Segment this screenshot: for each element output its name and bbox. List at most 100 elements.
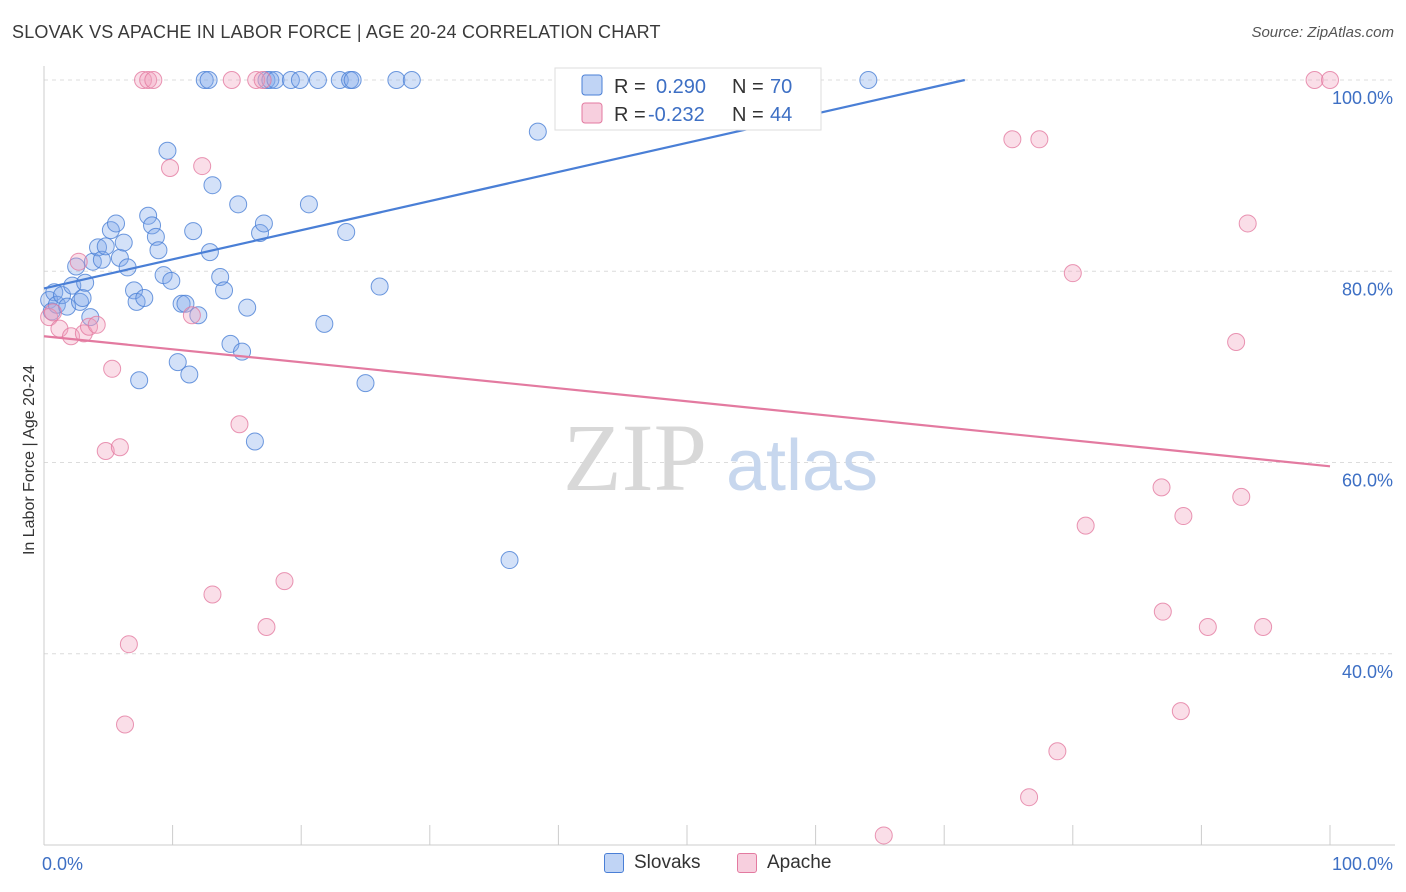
slovaks-point-30 <box>158 141 177 160</box>
slovaks-point-45 <box>229 195 248 214</box>
series-apache-points <box>40 71 1339 845</box>
apache-point-16 <box>161 158 180 177</box>
apache-point-23 <box>253 71 272 89</box>
legend-r-label-1: R = <box>614 76 646 98</box>
slovaks-point-53 <box>266 71 285 89</box>
slovaks-trend-line <box>43 78 966 290</box>
apache-point-18 <box>193 157 212 176</box>
slovaks-point-43 <box>215 281 234 300</box>
apache-point-27 <box>1003 130 1022 149</box>
apache-point-9 <box>103 359 122 378</box>
apache-point-14 <box>139 71 158 89</box>
chart-title: SLOVAK VS APACHE IN LABOR FORCE | AGE 20… <box>12 22 661 42</box>
apache-point-38 <box>1227 333 1246 352</box>
apache-point-1 <box>44 303 63 322</box>
apache-point-24 <box>257 617 276 636</box>
apache-point-35 <box>1171 702 1190 721</box>
slovaks-point-69 <box>859 71 878 89</box>
apache-point-7 <box>87 315 106 334</box>
legend-n-value-1: 70 <box>770 76 792 98</box>
legend-r-value-1: 0.290 <box>656 76 706 98</box>
slovaks-point-52 <box>261 71 280 89</box>
slovaks-point-28 <box>149 241 168 260</box>
legend-n-label-2: N = <box>732 104 764 126</box>
grid-lines <box>44 79 1395 655</box>
slovaks-point-47 <box>238 298 257 317</box>
slovaks-point-18 <box>110 248 129 267</box>
slovaks-point-21 <box>125 281 144 300</box>
apache-point-42 <box>1305 71 1324 89</box>
apache-point-28 <box>1020 788 1039 807</box>
slovaks-point-59 <box>330 71 349 89</box>
correlation-legend: R = 0.290 N = 70 R = -0.232 N = 44 <box>554 67 822 131</box>
slovaks-point-63 <box>356 374 375 393</box>
slovaks-point-35 <box>180 365 199 384</box>
slovaks-point-24 <box>135 289 154 308</box>
slovaks-point-50 <box>254 214 273 233</box>
slovaks-point-48 <box>245 432 264 451</box>
legend-r-value-2: -0.232 <box>648 104 705 126</box>
slovaks-point-57 <box>308 71 327 89</box>
slovaks-point-58 <box>315 314 334 333</box>
slovaks-point-15 <box>96 237 115 256</box>
apache-trend-line <box>43 335 1331 468</box>
slovaks-point-23 <box>130 371 149 390</box>
apache-point-43 <box>1321 71 1339 89</box>
apache-point-40 <box>1238 214 1257 233</box>
series-slovaks-points <box>40 71 878 570</box>
slovaks-point-12 <box>83 252 102 271</box>
x-tick-label-1: 100.0% <box>1332 854 1393 874</box>
slovaks-point-36 <box>184 222 203 241</box>
slovaks-point-60 <box>337 223 356 242</box>
apache-point-4 <box>69 252 88 271</box>
series-legend-label-apache: Apache <box>767 852 832 873</box>
apache-point-41 <box>1254 617 1273 636</box>
apache-point-36 <box>1174 507 1193 526</box>
slovaks-point-27 <box>146 227 165 246</box>
slovaks-point-14 <box>92 250 111 269</box>
apache-point-32 <box>1076 516 1095 535</box>
apache-point-21 <box>230 415 249 434</box>
slovaks-point-55 <box>290 71 309 89</box>
slovaks-point-19 <box>114 233 133 252</box>
apache-point-30 <box>1048 742 1067 761</box>
legend-r-label-2: R = <box>614 104 646 126</box>
slovaks-point-7 <box>67 257 86 276</box>
legend-swatch-apache <box>581 102 603 124</box>
apache-point-19 <box>203 585 222 604</box>
apache-point-20 <box>222 71 241 89</box>
series-legend-apache: Apache <box>737 852 831 874</box>
apache-point-34 <box>1153 602 1172 621</box>
slovaks-point-51 <box>257 71 276 89</box>
apache-point-37 <box>1198 617 1217 636</box>
slovaks-point-32 <box>168 353 187 372</box>
slovaks-point-37 <box>189 306 208 325</box>
watermark-atlas: atlas <box>726 426 878 506</box>
apache-point-29 <box>1030 130 1049 149</box>
slovaks-point-17 <box>107 214 126 233</box>
apache-point-12 <box>116 715 135 734</box>
legend-n-label-1: N = <box>732 76 764 98</box>
apache-point-10 <box>110 438 129 457</box>
apache-point-33 <box>1152 478 1171 497</box>
y-tick-label-3: 100.0% <box>1332 88 1393 108</box>
x-tick-labels: 0.0% 100.0% <box>42 854 1393 874</box>
slovaks-point-42 <box>211 267 230 286</box>
apache-point-8 <box>96 442 115 461</box>
watermark-zip: ZIP <box>563 404 707 511</box>
legend-swatch-slovaks <box>581 74 603 96</box>
slovaks-point-67 <box>500 551 519 570</box>
y-tick-label-0: 40.0% <box>1342 662 1393 682</box>
apache-point-17 <box>182 306 201 325</box>
apache-point-25 <box>275 572 294 591</box>
slovaks-point-41 <box>203 176 222 195</box>
series-legend: Slovaks Apache <box>0 852 1406 878</box>
series-legend-swatch-slovaks <box>604 853 624 873</box>
axes <box>43 66 1395 846</box>
series-legend-swatch-apache <box>737 853 757 873</box>
slovaks-point-34 <box>176 294 195 313</box>
watermark: ZIP atlas <box>563 404 878 511</box>
apache-point-39 <box>1232 487 1251 506</box>
slovaks-point-66 <box>402 71 421 89</box>
